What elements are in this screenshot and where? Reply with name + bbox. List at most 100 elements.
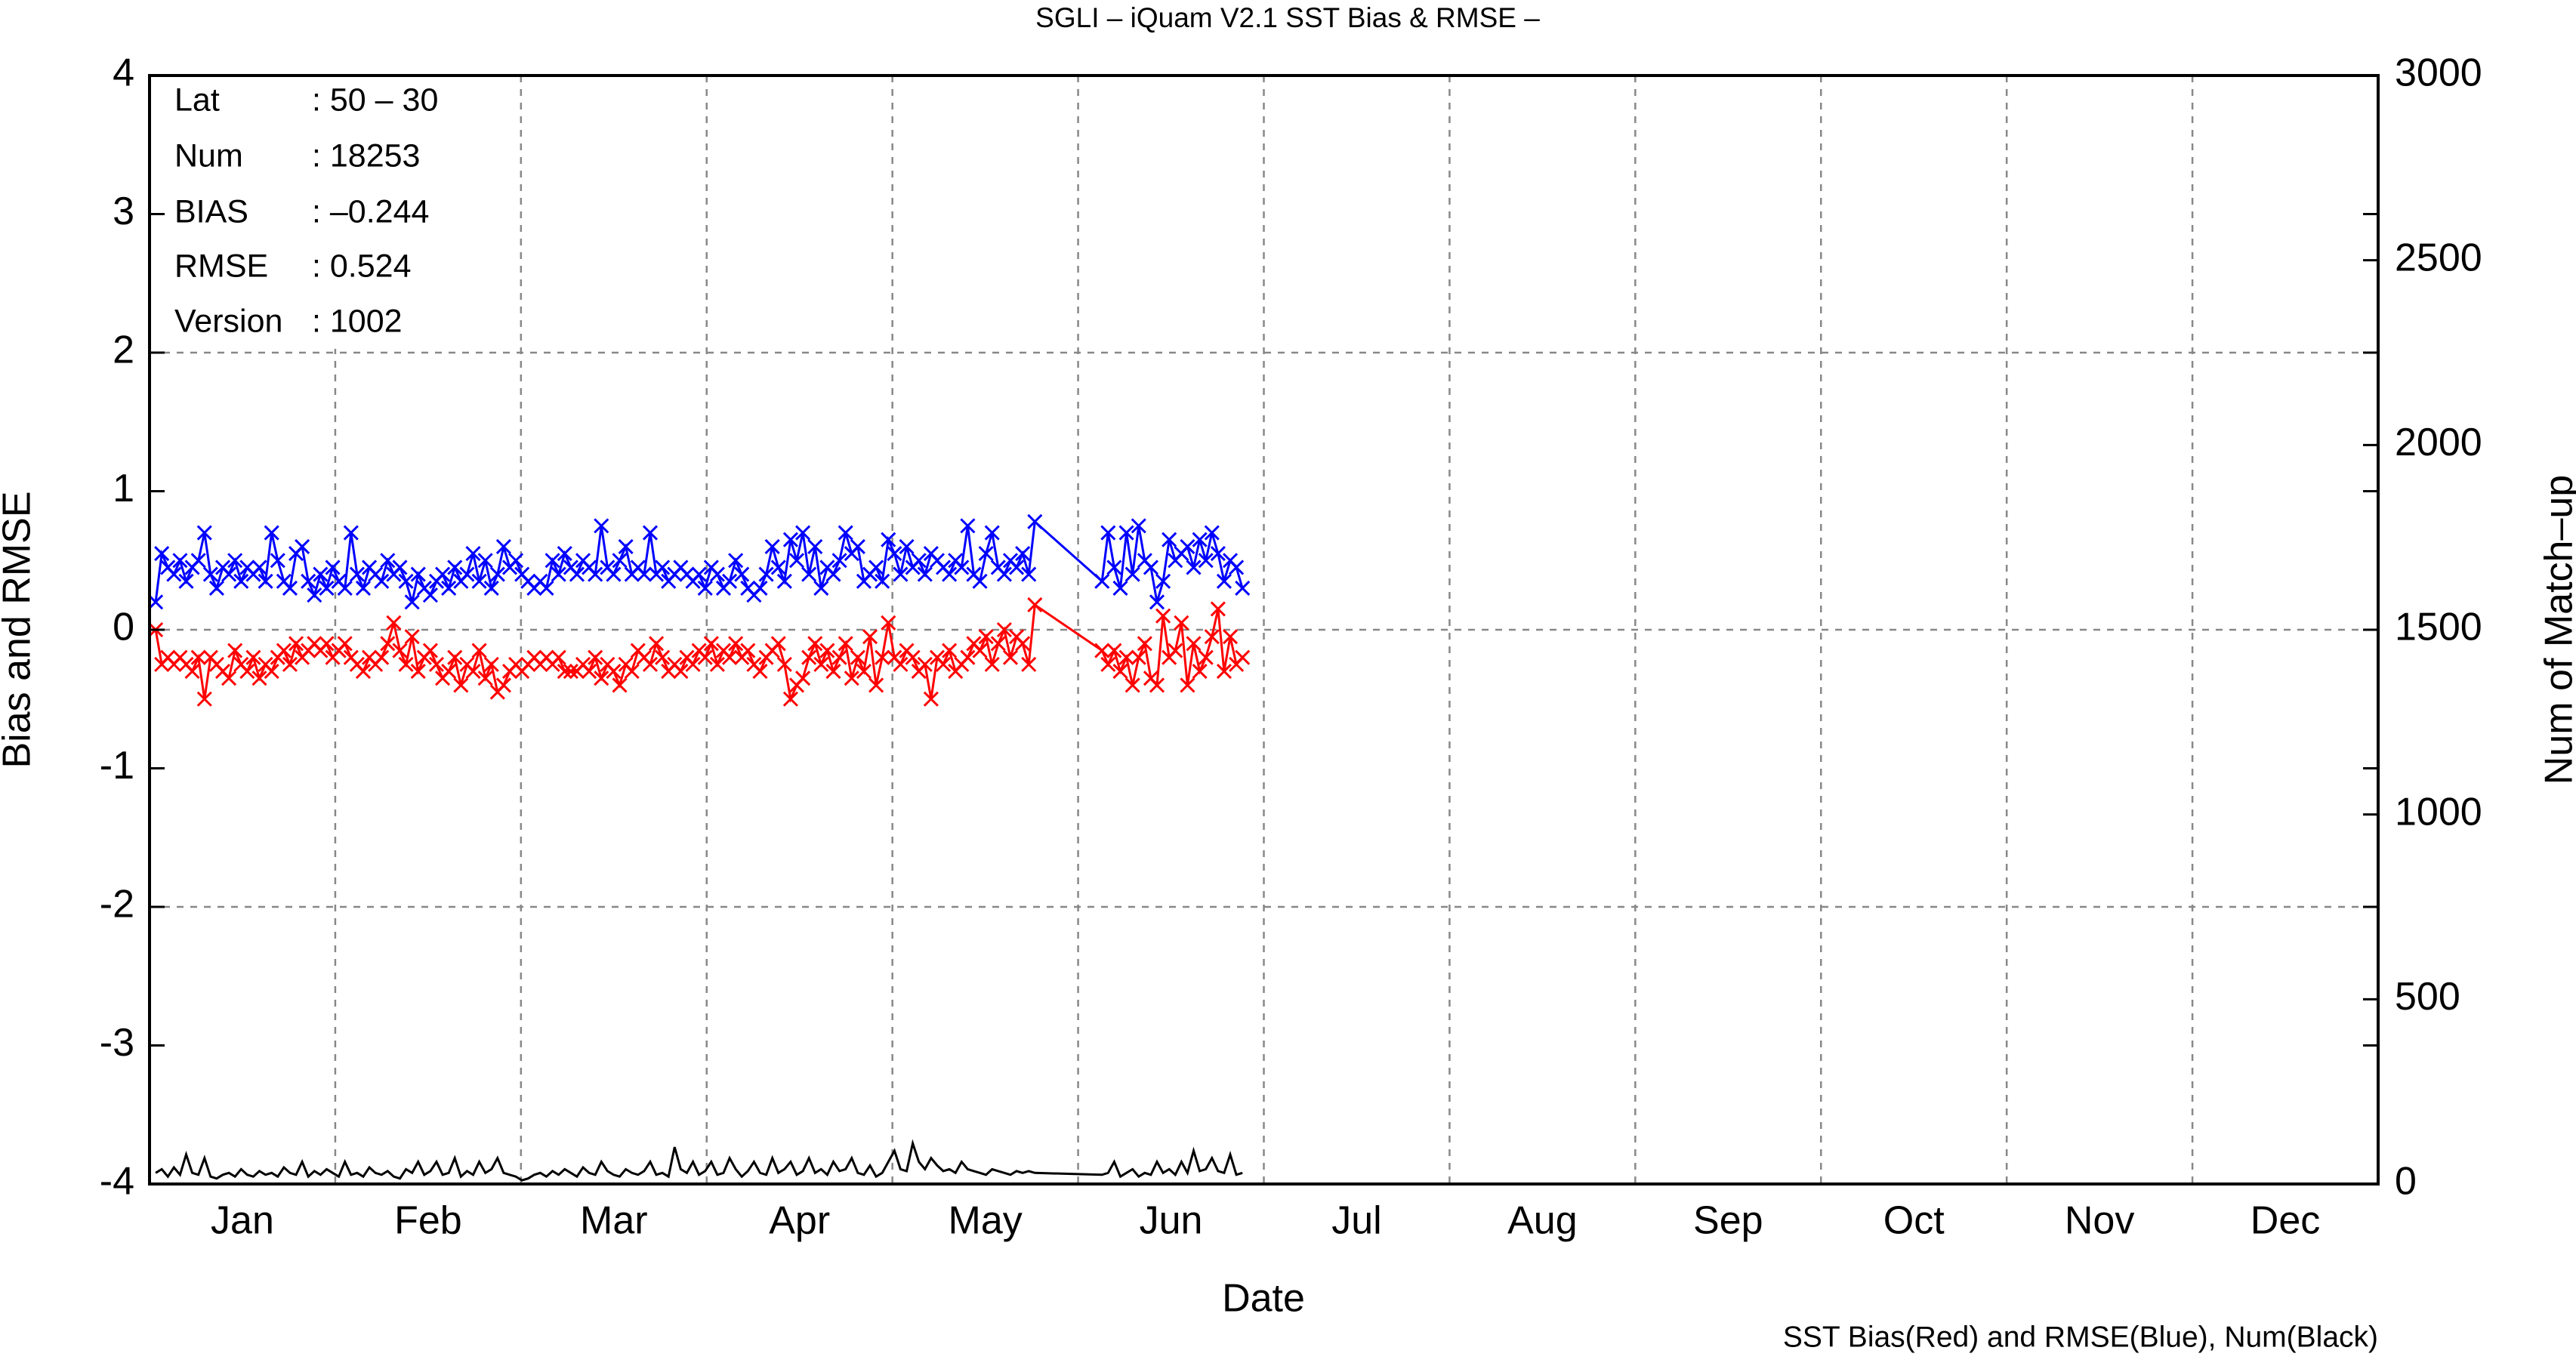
point-marker [471, 573, 487, 589]
point-marker [825, 566, 841, 582]
point-marker [319, 636, 335, 652]
point-marker [251, 560, 267, 575]
y-tick-label: 1 [113, 467, 134, 510]
point-marker [239, 663, 255, 680]
point-marker [374, 649, 390, 665]
point-marker [588, 649, 603, 665]
point-marker [264, 525, 279, 541]
point-marker [942, 566, 958, 582]
point-marker [1094, 573, 1110, 589]
point-marker [776, 573, 792, 589]
point-marker [642, 525, 659, 541]
info-label: BIAS [174, 193, 248, 230]
point-marker [875, 649, 890, 665]
point-marker [978, 629, 994, 645]
point-marker [428, 656, 445, 672]
x-tick-label: Aug [1507, 1199, 1578, 1243]
point-marker [319, 580, 335, 597]
y2-axis-label: Num of Match–up [2537, 475, 2576, 785]
point-marker [483, 656, 499, 672]
info-label: Num [174, 137, 243, 174]
point-marker [868, 560, 884, 575]
y2-tick-label: 1000 [2395, 790, 2482, 834]
point-marker [782, 691, 798, 707]
point-marker [1149, 677, 1165, 693]
point-marker [1131, 649, 1146, 665]
point-marker [899, 538, 915, 554]
point-marker [551, 566, 566, 582]
x-tick-label: Oct [1883, 1199, 1945, 1243]
point-marker [881, 615, 896, 631]
y2-tick-label: 0 [2395, 1160, 2417, 1204]
point-marker [850, 649, 865, 665]
point-marker [337, 636, 353, 652]
point-marker [612, 677, 628, 693]
point-marker [227, 553, 243, 569]
point-marker [722, 649, 738, 665]
point-marker [972, 643, 988, 658]
point-marker [1180, 677, 1195, 693]
point-marker [917, 566, 933, 582]
point-marker [557, 663, 572, 680]
point-marker [856, 663, 872, 680]
point-marker [392, 643, 408, 658]
point-marker [208, 580, 224, 597]
x-tick-label: Jan [211, 1199, 274, 1243]
point-marker [166, 566, 182, 582]
x-tick-label: Nov [2065, 1199, 2134, 1243]
point-marker [148, 594, 164, 610]
point-marker [770, 560, 786, 575]
point-marker [776, 656, 792, 672]
point-marker [1229, 560, 1245, 575]
point-marker [655, 560, 671, 575]
y2-tick-label: 2000 [2395, 421, 2482, 464]
point-marker [752, 580, 768, 597]
x-tick-label: May [949, 1199, 1023, 1243]
point-marker [1210, 601, 1226, 617]
point-marker [942, 643, 958, 658]
y-tick-label: 2 [113, 328, 134, 372]
point-marker [887, 546, 902, 562]
point-marker [398, 656, 414, 672]
point-marker [807, 538, 823, 554]
point-marker [734, 566, 750, 582]
point-marker [190, 553, 206, 569]
x-axis-label: Date [1222, 1277, 1305, 1321]
point-marker [1192, 532, 1208, 547]
point-marker [1027, 597, 1043, 613]
point-marker [905, 649, 921, 665]
point-marker [1021, 656, 1037, 672]
point-marker [184, 663, 200, 680]
point-marker [251, 671, 267, 686]
point-marker [813, 656, 829, 672]
plot-frame [148, 74, 2380, 1186]
point-marker [1131, 518, 1146, 534]
point-marker [691, 566, 707, 582]
point-marker [422, 643, 438, 658]
series-line [155, 1139, 1243, 1182]
info-value: : –0.244 [312, 193, 429, 230]
point-marker [588, 566, 603, 582]
point-marker [673, 663, 689, 680]
point-marker [221, 566, 237, 582]
point-marker [709, 656, 725, 672]
point-marker [557, 546, 572, 562]
point-marker [813, 580, 829, 597]
point-marker [343, 525, 359, 541]
x-tick-label: Jul [1331, 1199, 1381, 1243]
y-tick-label: -3 [100, 1021, 134, 1065]
point-marker [722, 573, 738, 589]
point-marker [392, 560, 408, 575]
point-marker [612, 553, 628, 569]
point-marker [1112, 663, 1128, 680]
info-value: : 18253 [312, 137, 420, 174]
point-marker [788, 553, 805, 569]
point-marker [831, 553, 847, 569]
point-marker [483, 580, 499, 597]
point-marker [1027, 513, 1043, 529]
info-background [151, 77, 476, 349]
point-marker [441, 580, 457, 597]
grid [150, 76, 2378, 1184]
point-marker [1174, 615, 1189, 631]
